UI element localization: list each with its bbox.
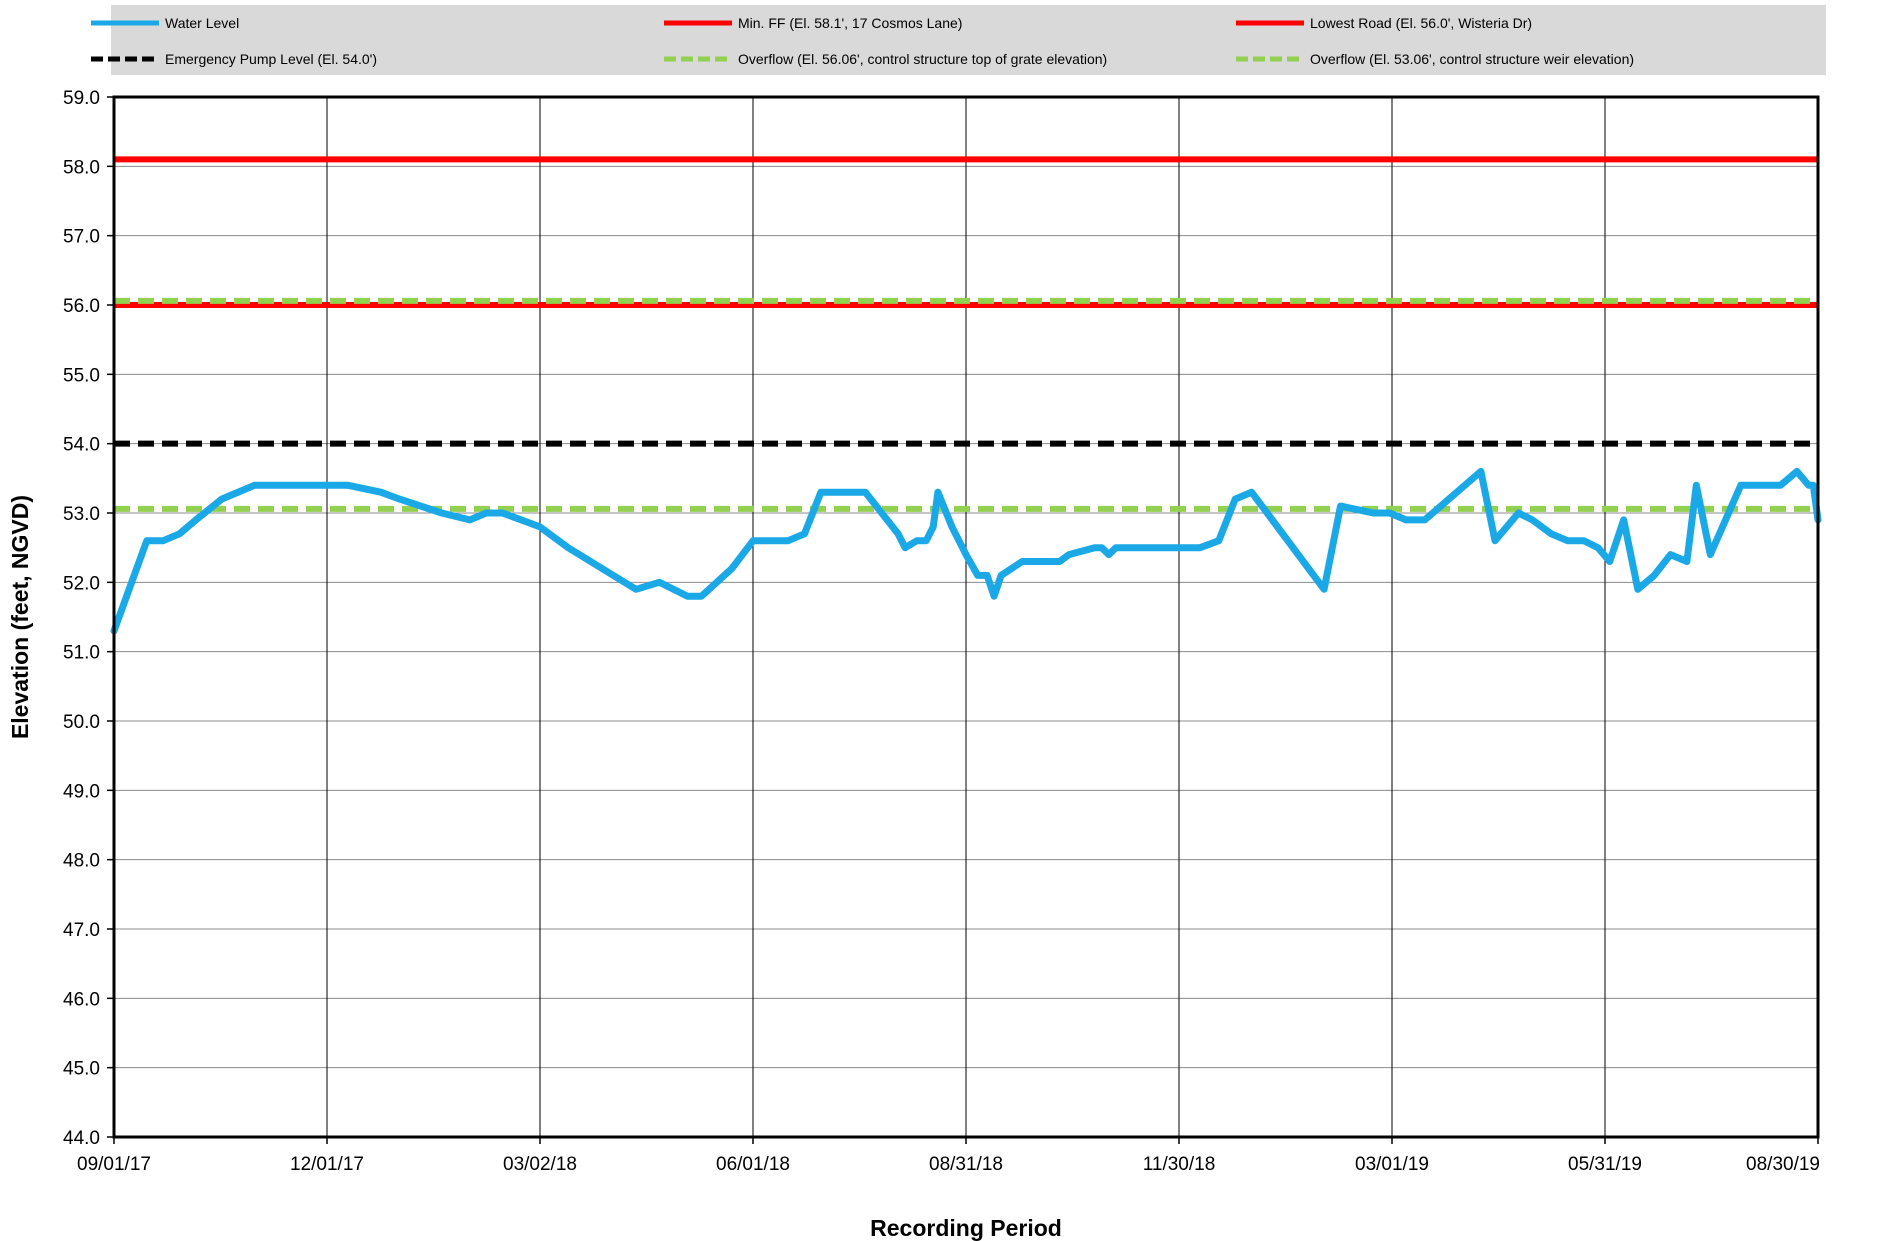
x-axis-title: Recording Period [870, 1215, 1062, 1241]
y-tick-label: 54.0 [63, 435, 100, 456]
gridlines [113, 96, 1819, 1138]
y-tick-label: 49.0 [63, 781, 100, 802]
y-tick-label: 47.0 [63, 920, 100, 941]
y-tick-label: 48.0 [63, 851, 100, 872]
series-layer [110, 467, 1822, 635]
x-axis-ticks: 09/01/17 12/01/17 03/02/18 06/01/18 08/31/18… [77, 1137, 1820, 1175]
legend-label-1: Min. FF (El. 58.1', 17 Cosmos Lane) [738, 15, 962, 31]
x-tick-label: 11/30/18 [1143, 1154, 1216, 1175]
x-tick-label: 03/02/18 [503, 1154, 577, 1175]
legend-label-4: Overflow (El. 56.06', control structure … [738, 51, 1107, 67]
x-tick-label: 09/01/17 [77, 1154, 151, 1175]
y-axis-title: Elevation (feet, NGVD) [7, 495, 33, 739]
legend-label-5: Overflow (El. 53.06', control structure … [1310, 51, 1634, 67]
x-tick-label: 03/01/19 [1355, 1154, 1429, 1175]
legend: Water Level Min. FF (El. 58.1', 17 Cosmos… [91, 15, 1634, 67]
y-tick-label: 51.0 [63, 643, 100, 664]
legend-label-2: Lowest Road (El. 56.0', Wisteria Dr) [1310, 15, 1532, 31]
y-tick-label: 44.0 [63, 1128, 100, 1149]
x-tick-label: 08/31/18 [929, 1154, 1003, 1175]
x-tick-label: 05/31/19 [1568, 1154, 1642, 1175]
x-tick-label: 06/01/18 [716, 1154, 790, 1175]
y-tick-label: 46.0 [63, 989, 100, 1010]
legend-label-3: Emergency Pump Level (El. 54.0') [165, 51, 377, 67]
y-tick-label: 53.0 [63, 504, 100, 525]
x-tick-label: 12/01/17 [290, 1154, 364, 1175]
y-tick-label: 56.0 [63, 296, 100, 317]
y-tick-label: 52.0 [63, 573, 100, 594]
y-tick-label: 58.0 [63, 157, 100, 178]
legend-box [111, 5, 1826, 75]
legend-label-0: Water Level [165, 15, 239, 31]
y-tick-label: 57.0 [63, 227, 100, 248]
x-tick-label: 08/30/19 [1746, 1154, 1820, 1175]
y-axis-ticks: 44.0 45.0 46.0 47.0 48.0 49.0 50.0 51.0 52.0 53.0… [63, 88, 114, 1149]
y-tick-label: 50.0 [63, 712, 100, 733]
y-tick-label: 59.0 [63, 88, 100, 109]
y-tick-label: 45.0 [63, 1059, 100, 1080]
water-level-series-line [110, 467, 1822, 635]
y-tick-label: 55.0 [63, 365, 100, 386]
reference-lines [114, 156, 1818, 512]
